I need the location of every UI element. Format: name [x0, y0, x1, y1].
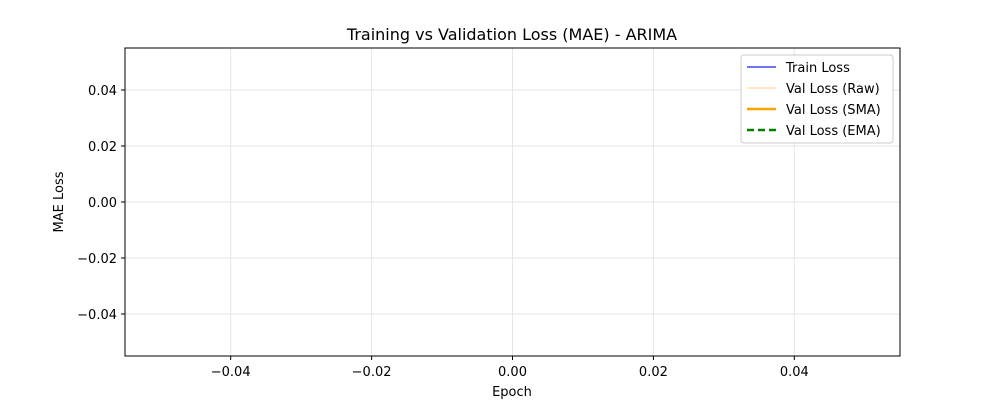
- legend-entry-label: Val Loss (EMA): [786, 124, 881, 139]
- y-tick-label: 0.00: [88, 196, 117, 211]
- chart-title: Training vs Validation Loss (MAE) - ARIM…: [346, 25, 677, 44]
- legend-box: [740, 54, 894, 144]
- y-tick-label: −0.02: [77, 252, 117, 267]
- legend-entry-label: Train Loss: [785, 61, 850, 76]
- x-tick-label: 0.02: [639, 365, 668, 380]
- x-tick-label: −0.04: [211, 365, 251, 380]
- y-tick-label: −0.04: [77, 308, 117, 323]
- legend: Train Loss Val Loss (Raw) Val Loss (SMA) Va…: [740, 54, 894, 144]
- legend-entry-label: Val Loss (SMA): [786, 103, 881, 118]
- y-axis-ticks: −0.04 −0.02 0.00 0.02 0.04: [77, 84, 125, 323]
- x-axis-label: Epoch: [492, 385, 532, 400]
- x-tick-label: 0.04: [780, 365, 809, 380]
- x-tick-label: −0.02: [352, 365, 392, 380]
- y-tick-label: 0.02: [88, 140, 117, 155]
- x-tick-label: 0.00: [498, 365, 527, 380]
- legend-entry-label: Val Loss (Raw): [786, 82, 880, 97]
- y-axis-label: MAE Loss: [52, 171, 67, 232]
- y-tick-label: 0.04: [88, 84, 117, 99]
- x-axis-ticks: −0.04 −0.02 0.00 0.02 0.04: [211, 356, 809, 380]
